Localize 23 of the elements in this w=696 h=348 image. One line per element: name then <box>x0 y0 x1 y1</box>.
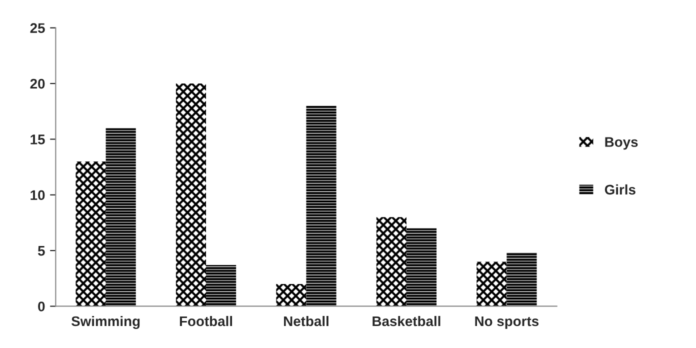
bar <box>106 128 136 306</box>
bar <box>76 161 106 306</box>
bar <box>276 284 306 306</box>
y-tick-label: 15 <box>30 134 45 144</box>
y-tick-label: 25 <box>30 23 45 34</box>
legend-label: Boys <box>605 137 638 150</box>
bar <box>406 228 437 306</box>
y-tick-label: 10 <box>30 190 45 200</box>
y-tick-label: 0 <box>38 302 45 312</box>
y-tick-label: 20 <box>30 78 45 89</box>
x-tick-label: Basketball <box>372 316 440 326</box>
x-tick-label: Swimming <box>71 316 140 329</box>
bar <box>476 262 507 306</box>
x-tick-label: Football <box>180 316 232 326</box>
bar <box>176 84 206 306</box>
bar <box>506 252 537 306</box>
legend-label: Girls <box>604 184 636 195</box>
x-tick-label: No sports <box>475 316 539 329</box>
bar <box>206 265 236 306</box>
bar <box>376 217 406 306</box>
x-tick-label: Netball <box>284 316 328 326</box>
y-tick-label: 5 <box>38 246 45 256</box>
bar <box>306 106 336 306</box>
